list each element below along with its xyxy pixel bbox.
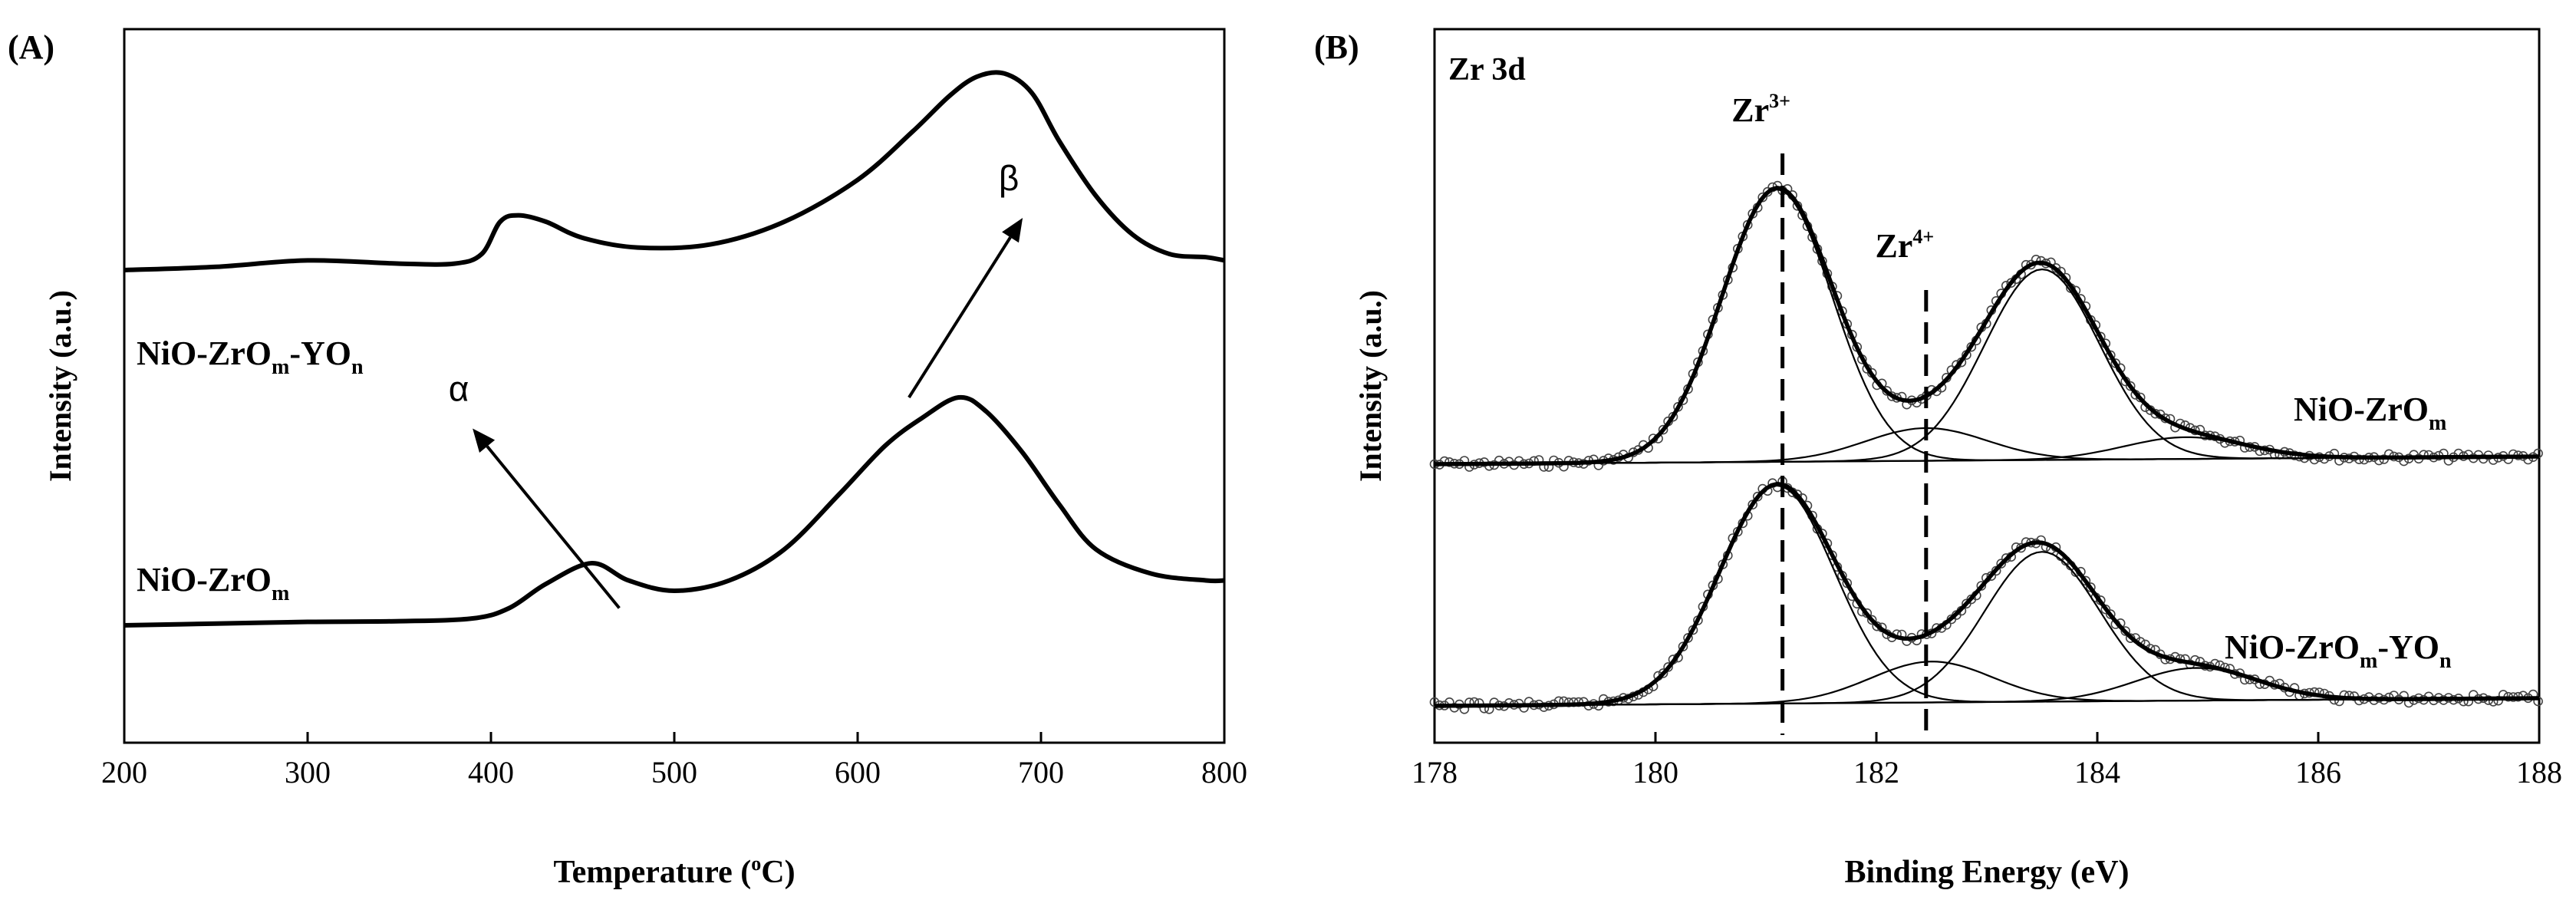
panel-b-reference-label: Zr4+ (1875, 226, 1934, 265)
panel-a-label: (A) (8, 28, 54, 66)
panel-b-component-zrom (1435, 268, 2539, 466)
panel-a-tick-label: 300 (285, 755, 331, 790)
panel-b-tick-label: 180 (1632, 755, 1678, 790)
panel-b-series-label-zrom: NiO-ZrOm (2294, 391, 2446, 435)
panel-a-tick-label: 800 (1201, 755, 1247, 790)
panel-a-arrow-alpha: α (449, 369, 621, 609)
panel-b-tick-label: 178 (1412, 755, 1458, 790)
panel-a-tick-label: 500 (651, 755, 697, 790)
panel-b-plot-frame (1433, 28, 2541, 744)
panel-b-y-axis-label: Intensity (a.u.) (1353, 290, 1388, 482)
panel-a-series-line-yon (124, 70, 1225, 272)
panel-b-x-axis-label: Binding Energy (eV) (1844, 855, 2129, 890)
panel-a-arrow-beta: β (908, 158, 1023, 399)
panel-b-data-point-yon (1996, 559, 2006, 569)
panel-b-data-point-yon (1866, 615, 1877, 625)
panel-a: (A) 200 300 400 500 600 700 800 Temperature (o… (8, 28, 1247, 890)
panel-b-reference-label: Zr3+ (1731, 90, 1790, 129)
panel-b-tick-label: 182 (1853, 755, 1899, 790)
panel-a-series-label-zrom: NiO-ZrOm (137, 561, 289, 605)
panel-b-data-point-yon (1678, 641, 1688, 652)
panel-b-fit-curves (1434, 185, 2540, 708)
panel-b-tick-label: 184 (2074, 755, 2120, 790)
panel-b-title: Zr 3d (1448, 52, 1526, 87)
panel-b: (B) Zr 3d 178 180 182 184 186 188 Binding Ene… (1314, 28, 2562, 890)
panel-b-data-points (1429, 180, 2543, 714)
panel-a-series (124, 70, 1225, 628)
panel-b-data-point-yon (1976, 581, 1987, 591)
panel-b-fit-envelope-yon (1434, 482, 2539, 708)
panel-b-tick-label: 186 (2295, 755, 2341, 790)
panel-a-series-line-zrom (124, 394, 1225, 628)
panel-a-x-axis-label: Temperature (oC) (553, 852, 795, 890)
panel-b-data-point-yon (2080, 575, 2091, 586)
panel-b-data-point-zrom (2125, 381, 2136, 391)
panel-a-y-axis-label: Intensity (a.u.) (43, 290, 77, 482)
panel-a-tick-label: 200 (101, 755, 147, 790)
panel-b-data-point-yon (2001, 553, 2011, 563)
panel-a-series-label-yon: NiO-ZrOm-YOn (137, 335, 364, 379)
panel-b-data-point-yon (1663, 662, 1673, 672)
panel-b-data-point-zrom (1757, 192, 1767, 203)
panel-a-annotation-label: β (999, 158, 1019, 198)
panel-a-tick-label: 400 (468, 755, 514, 790)
panel-a-x-ticks: 200 300 400 500 600 700 800 (101, 732, 1247, 790)
panel-b-x-ticks: 178 180 182 184 186 188 (1412, 732, 2562, 790)
panel-b-fit-envelope-zrom (1434, 185, 2539, 466)
panel-b-tick-label: 188 (2516, 755, 2562, 790)
panel-b-series-label-yon: NiO-ZrOm-YOn (2225, 628, 2452, 673)
panel-b-data-point-zrom (1658, 424, 1668, 435)
panel-a-tick-label: 700 (1018, 755, 1064, 790)
panel-a-plot-frame (123, 28, 1226, 744)
panel-b-data-point-yon (1658, 668, 1668, 678)
panel-a-tick-label: 600 (835, 755, 881, 790)
panel-b-data-point-yon (1986, 571, 1997, 582)
panel-b-data-point-yon (1752, 491, 1763, 502)
panel-b-label: (B) (1314, 28, 1359, 66)
panel-a-annotation-label: α (449, 369, 469, 409)
panel-b-reference-lines: Zr3+ Zr4+ (1731, 90, 1934, 735)
panel-b-data-point-yon (2120, 626, 2130, 636)
panel-a-annotations: αβ (449, 158, 1023, 609)
panel-b-data-point-yon (2106, 609, 2116, 619)
